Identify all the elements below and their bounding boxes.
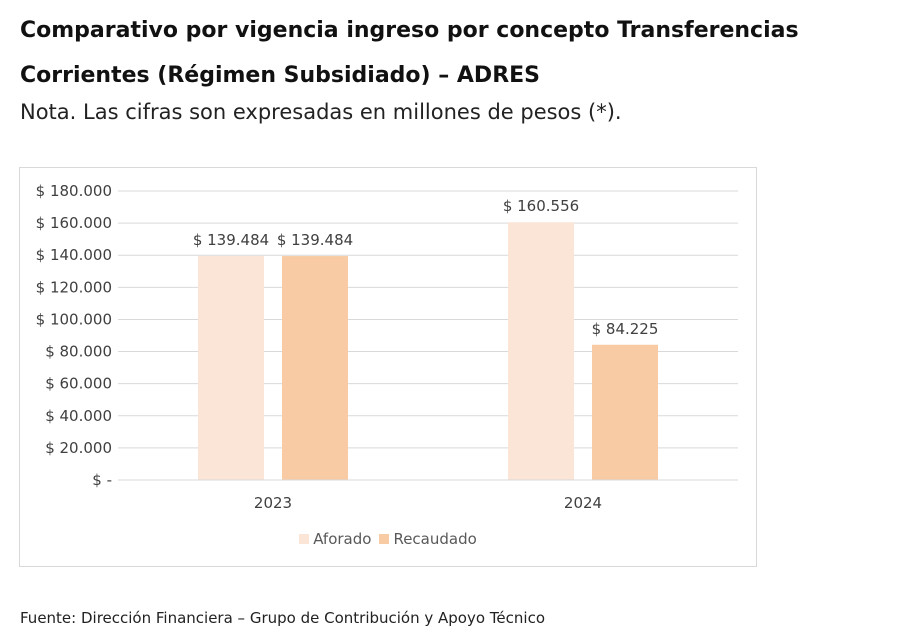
data-label: $ 139.484	[193, 231, 269, 249]
data-label: $ 139.484	[277, 231, 353, 249]
legend-swatch	[299, 534, 310, 544]
bar-recaudado-2023	[282, 256, 348, 480]
chart-legend: Aforado Recaudado	[20, 530, 756, 548]
legend-swatch	[379, 534, 390, 544]
x-category-label: 2023	[254, 494, 292, 512]
y-tick-label: $ 20.000	[45, 439, 112, 457]
y-tick-label: $ 40.000	[45, 407, 112, 425]
y-tick-label: $ 180.000	[36, 182, 112, 200]
chart-container: $ - $ 20.000 $ 40.000 $ 60.000 $ 80.000 $ 100…	[19, 167, 757, 567]
y-tick-label: $ 140.000	[36, 246, 112, 264]
y-tick-label: $ 60.000	[45, 375, 112, 393]
chart-title: Comparativo por vigencia ingreso por con…	[20, 18, 799, 88]
source-note: Fuente: Dirección Financiera – Grupo de …	[20, 609, 545, 627]
chart-note: Nota. Las cifras son expresadas en millo…	[20, 100, 622, 124]
bar-chart: $ - $ 20.000 $ 40.000 $ 60.000 $ 80.000 $ 100…	[36, 182, 738, 512]
y-tick-label: $ 160.000	[36, 214, 112, 232]
legend-item-recaudado: Recaudado	[379, 530, 477, 548]
y-tick-label: $ 80.000	[45, 343, 112, 361]
y-tick-label: $ 120.000	[36, 278, 112, 296]
legend-label: Recaudado	[393, 530, 477, 548]
x-category-label: 2024	[564, 494, 602, 512]
legend-item-aforado: Aforado	[299, 530, 371, 548]
y-tick-label: $ -	[92, 471, 112, 489]
data-label: $ 160.556	[503, 197, 579, 215]
y-tick-label: $ 100.000	[36, 310, 112, 328]
data-label: $ 84.225	[592, 320, 659, 338]
bar-aforado-2024	[508, 222, 574, 480]
legend-label: Aforado	[313, 530, 372, 548]
bar-recaudado-2024	[592, 344, 658, 480]
bar-aforado-2023	[198, 256, 264, 480]
